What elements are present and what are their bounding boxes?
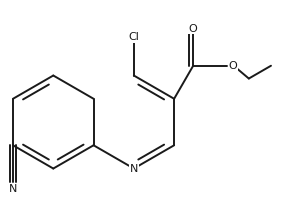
Text: O: O <box>229 61 237 71</box>
Text: N: N <box>130 164 138 174</box>
Text: Cl: Cl <box>128 32 139 42</box>
Text: O: O <box>189 24 198 34</box>
Text: N: N <box>9 184 17 194</box>
